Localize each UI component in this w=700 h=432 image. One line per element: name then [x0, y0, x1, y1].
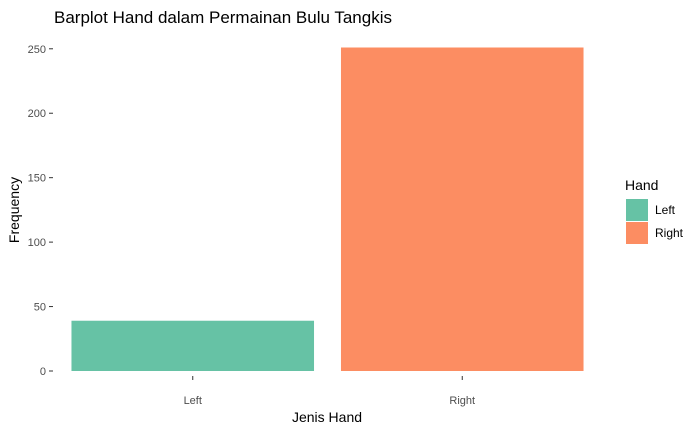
x-tick-label: Right — [449, 395, 475, 407]
y-tick-label: 250 — [28, 44, 46, 56]
bars — [71, 47, 584, 371]
legend: Hand Left Right — [625, 177, 684, 244]
y-tick-label: 200 — [28, 108, 46, 120]
x-axis-title: Jenis Hand — [292, 409, 362, 425]
legend-label-right: Right — [655, 226, 684, 240]
y-tick-label: 0 — [40, 366, 46, 378]
bar-left — [71, 320, 315, 371]
y-tick-label: 50 — [34, 302, 46, 314]
legend-label-left: Left — [655, 203, 676, 217]
y-axis: 0 50 100 150 200 250 — [28, 44, 53, 378]
y-tick-label: 150 — [28, 173, 46, 185]
y-tick-label: 100 — [28, 237, 46, 249]
legend-swatch-right — [626, 222, 648, 244]
bar-right — [340, 47, 584, 371]
legend-title: Hand — [625, 177, 658, 193]
chart-title: Barplot Hand dalam Permainan Bulu Tangki… — [54, 8, 392, 27]
x-axis: Left Right — [184, 376, 475, 407]
x-tick-label: Left — [184, 395, 202, 407]
y-axis-title: Frequency — [6, 177, 22, 243]
legend-items: Left Right — [626, 199, 684, 244]
legend-swatch-left — [626, 199, 648, 221]
